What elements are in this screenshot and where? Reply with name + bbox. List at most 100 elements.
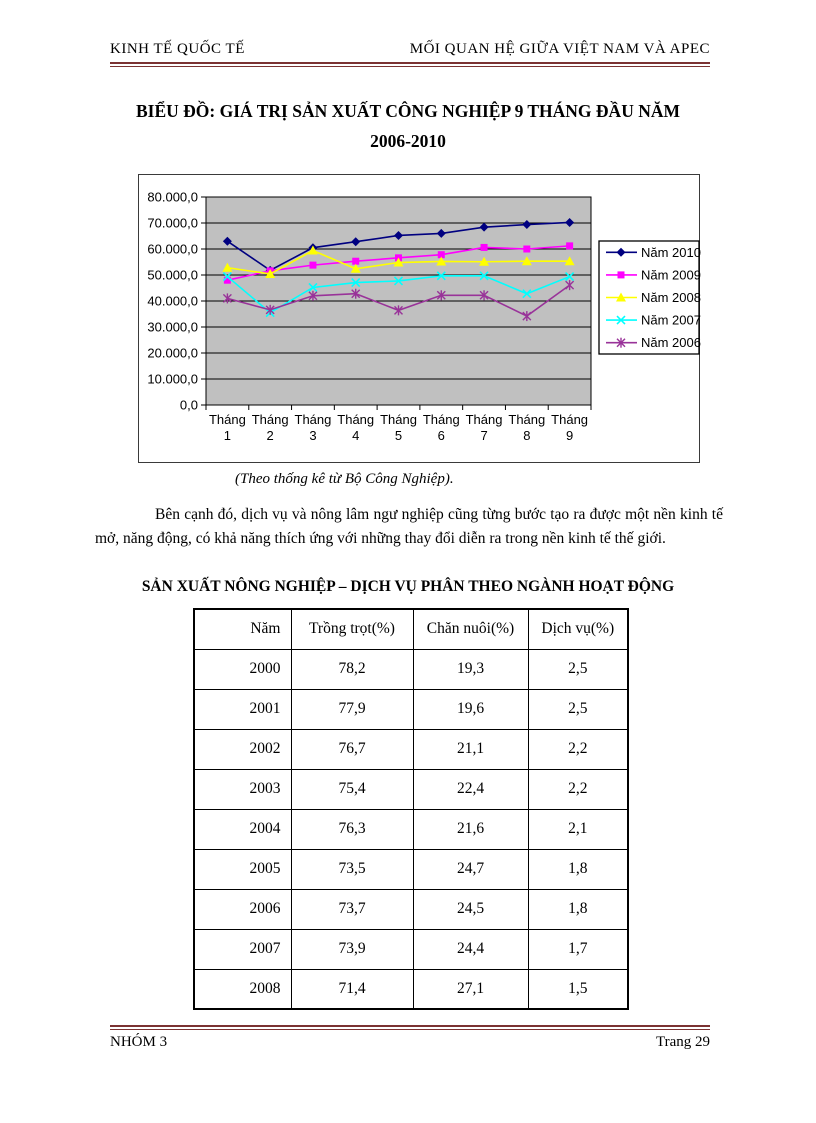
y-axis-label: 60.000,0 xyxy=(147,242,198,257)
industrial-production-chart-frame: 0,0 10.000,0 20.000,0 30.000,0 40.000,0 50.00… xyxy=(138,174,701,463)
table-row: 2008 71,4 27,1 1,5 xyxy=(193,968,629,1010)
series-marker-Năm-2010 xyxy=(522,220,532,230)
series-marker-Năm-2009 xyxy=(352,257,360,265)
cell-service: 2,5 xyxy=(527,688,629,730)
table-row: 2005 73,5 24,7 1,8 xyxy=(193,848,629,890)
cell-livestock: 21,6 xyxy=(412,808,529,850)
chart-title: BIỂU ĐỒ: GIÁ TRỊ SẢN XUẤT CÔNG NGHIỆP 9 … xyxy=(108,96,708,156)
cell-livestock: 27,1 xyxy=(412,968,529,1010)
legend-label: Năm 2008 xyxy=(641,290,701,305)
footer-rule xyxy=(110,1025,710,1030)
series-marker-Năm-2010 xyxy=(222,236,232,246)
table-head: Năm Trồng trọt(%) Chăn nuôi(%) Dịch vụ(%) xyxy=(193,608,629,650)
series-marker-Năm-2007 xyxy=(479,271,489,281)
page-header: KINH TẾ QUỐC TẾ MỐI QUAN HỆ GIỮA VIỆT NA… xyxy=(110,41,710,58)
footer-group-label: NHÓM 3 xyxy=(110,1034,168,1050)
y-axis-label: 10.000,0 xyxy=(147,372,198,387)
cell-livestock: 24,7 xyxy=(412,848,529,890)
x-axis-label: 2 xyxy=(267,428,274,443)
cell-year: 2002 xyxy=(193,728,292,770)
x-axis-label: Tháng xyxy=(295,412,332,427)
chart-source-caption: (Theo thống kê từ Bộ Công Nghiệp). xyxy=(235,471,454,487)
series-marker-Năm-2008 xyxy=(479,256,490,266)
cell-livestock: 24,4 xyxy=(412,928,529,970)
chart-title-line2: 2006-2010 xyxy=(370,131,446,151)
cell-year: 2004 xyxy=(193,808,292,850)
series-marker-Năm-2008 xyxy=(307,245,318,255)
y-axis-label: 50.000,0 xyxy=(147,268,198,283)
cell-service: 2,2 xyxy=(527,728,629,770)
cell-year: 2008 xyxy=(193,968,292,1010)
cell-crop: 78,2 xyxy=(290,648,414,690)
series-marker-Năm-2007 xyxy=(522,289,532,299)
y-axis-label: 80.000,0 xyxy=(147,190,198,205)
table-title: SẢN XUẤT NÔNG NGHIỆP – DỊCH VỤ PHÂN THEO… xyxy=(141,578,675,595)
x-axis-label: Tháng xyxy=(209,412,246,427)
table-row: 2003 75,4 22,4 2,2 xyxy=(193,768,629,810)
series-marker-Năm-2008 xyxy=(564,256,575,266)
cell-livestock: 19,6 xyxy=(412,688,529,730)
cell-crop: 71,4 xyxy=(290,968,414,1010)
body-paragraph: Bên cạnh đó, dịch vụ và nông lâm ngư ngh… xyxy=(95,506,723,547)
y-axis-label: 30.000,0 xyxy=(147,320,198,335)
x-axis-label: 6 xyxy=(438,428,445,443)
series-marker-Năm-2009 xyxy=(480,243,488,251)
legend-label: Năm 2010 xyxy=(641,245,701,260)
x-axis-label: 8 xyxy=(523,428,530,443)
x-axis-label: Tháng xyxy=(423,412,460,427)
series-marker-Năm-2009 xyxy=(523,245,531,253)
series-marker-Năm-2007 xyxy=(351,277,361,288)
header-rule xyxy=(110,62,710,67)
legend-label: Năm 2009 xyxy=(641,267,701,282)
cell-year: 2000 xyxy=(193,648,292,690)
table-row: 2006 73,7 24,5 1,8 xyxy=(193,888,629,930)
series-marker-Năm-2007 xyxy=(565,271,575,282)
cell-crop: 77,9 xyxy=(290,688,414,730)
series-marker-Năm-2007 xyxy=(222,271,232,282)
series-marker-Năm-2009 xyxy=(309,261,317,269)
chart-title-line1: BIỂU ĐỒ: GIÁ TRỊ SẢN XUẤT CÔNG NGHIỆP 9 … xyxy=(135,101,681,121)
cell-crop: 76,3 xyxy=(290,808,414,850)
cell-service: 1,8 xyxy=(527,888,629,930)
page-footer: NHÓM 3 Trang 29 xyxy=(110,1034,710,1051)
series-marker-Năm-2008 xyxy=(393,257,404,267)
cell-service: 2,1 xyxy=(527,808,629,850)
cell-crop: 75,4 xyxy=(290,768,414,810)
table-row: 2007 73,9 24,4 1,7 xyxy=(193,928,629,970)
y-axis-label: 40.000,0 xyxy=(147,294,198,309)
x-axis-label: 5 xyxy=(395,428,402,443)
x-axis-label: Tháng xyxy=(252,412,289,427)
legend-label: Năm 2006 xyxy=(641,335,701,350)
header-right-text: MỐI QUAN HỆ GIỮA VIỆT NAM VÀ APEC xyxy=(409,41,710,57)
x-axis-label: 7 xyxy=(480,428,487,443)
cell-livestock: 21,1 xyxy=(412,728,529,770)
series-marker-Năm-2010 xyxy=(565,217,575,227)
y-axis-label: 0,0 xyxy=(180,398,198,413)
cell-crop: 76,7 xyxy=(290,728,414,770)
series-marker-Năm-2009 xyxy=(223,276,231,284)
cell-livestock: 22,4 xyxy=(412,768,529,810)
table-row: 2000 78,2 19,3 2,5 xyxy=(193,648,629,690)
series-marker-Năm-2008 xyxy=(521,256,532,266)
header-cell-crop: Trồng trọt(%) xyxy=(290,608,414,650)
legend-sample-marker xyxy=(617,271,625,279)
cell-livestock: 24,5 xyxy=(412,888,529,930)
x-axis-label: 4 xyxy=(352,428,359,443)
cell-year: 2006 xyxy=(193,888,292,930)
series-marker-Năm-2010 xyxy=(436,228,446,238)
cell-crop: 73,9 xyxy=(290,928,414,970)
header-cell-service: Dịch vụ(%) xyxy=(527,608,629,650)
x-axis-label: 9 xyxy=(566,428,573,443)
legend-sample-marker xyxy=(616,292,626,302)
series-marker-Năm-2007 xyxy=(436,271,446,281)
cell-service: 2,5 xyxy=(527,648,629,690)
agriculture-structure-table: Năm Trồng trọt(%) Chăn nuôi(%) Dịch vụ(%) 2… xyxy=(193,608,629,1010)
x-axis-label: Tháng xyxy=(508,412,545,427)
cell-livestock: 19,3 xyxy=(412,648,529,690)
series-marker-Năm-2007 xyxy=(393,276,404,286)
header-cell-year: Năm xyxy=(193,608,292,650)
x-axis-label: 1 xyxy=(224,428,231,443)
cell-crop: 73,5 xyxy=(290,848,414,890)
x-axis-label: Tháng xyxy=(466,412,503,427)
